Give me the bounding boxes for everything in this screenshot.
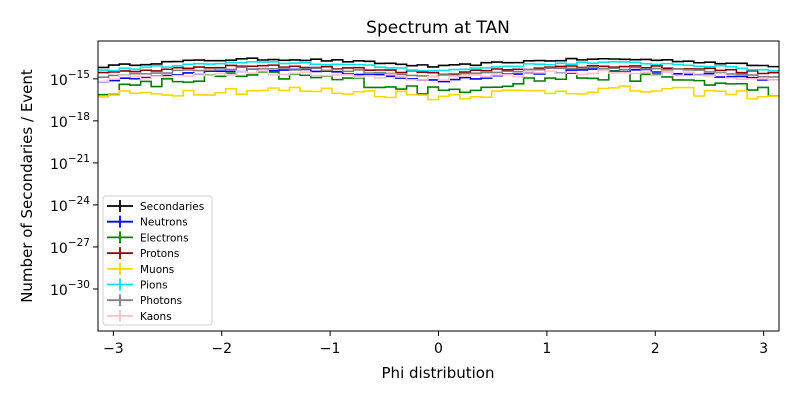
y-tick-label: 10−18: [50, 111, 90, 131]
y-axis-label: Number of Secondaries / Event: [18, 69, 36, 303]
x-axis-label: Phi distribution: [382, 364, 495, 382]
x-tick-label: 3: [759, 341, 768, 357]
y-tick-exponent: −24: [68, 195, 90, 207]
chart-title: Spectrum at TAN: [366, 18, 510, 38]
y-tick-base: 10: [50, 199, 68, 215]
legend-item-electrons: Electrons: [107, 231, 189, 244]
y-tick-base: 10: [50, 157, 68, 173]
y-tick-label: 10−21: [50, 153, 90, 173]
y-tick-exponent: −15: [68, 69, 90, 81]
series-secondaries-line: [98, 57, 779, 69]
series-pions-line: [98, 60, 779, 72]
x-tick-label: 0: [434, 341, 443, 357]
legend-label: Secondaries: [140, 201, 204, 213]
x-tick-label: 2: [651, 341, 660, 357]
legend-item-secondaries: Secondaries: [107, 200, 204, 213]
y-tick-label: 10−30: [50, 279, 90, 299]
y-tick-base: 10: [50, 283, 68, 299]
legend-label: Neutrons: [140, 217, 188, 229]
y-tick-base: 10: [50, 73, 68, 89]
y-tick-exponent: −30: [68, 279, 90, 291]
legend-item-protons: Protons: [107, 247, 179, 260]
series-muons-line: [98, 85, 779, 101]
legend-item-photons: Photons: [107, 294, 182, 307]
x-axis-ticks: −3 −2 −1 0 1 2 3: [103, 331, 768, 357]
legend-label: Kaons: [140, 311, 172, 323]
series-kaons-line: [98, 69, 779, 83]
legend-label: Protons: [140, 248, 179, 260]
y-tick-exponent: −21: [68, 153, 90, 165]
x-tick-label: −3: [103, 341, 124, 357]
y-tick-base: 10: [50, 241, 68, 257]
x-tick-label: −1: [320, 341, 341, 357]
plot-series: [98, 57, 779, 101]
legend-label: Photons: [140, 295, 182, 307]
legend-item-pions: Pions: [107, 278, 168, 292]
y-tick-label: 10−15: [50, 69, 90, 89]
legend: Secondaries Neutrons Electrons Protons Muons…: [102, 195, 213, 326]
y-tick-exponent: −18: [68, 111, 90, 123]
y-tick-label: 10−24: [50, 195, 90, 215]
y-tick-base: 10: [50, 115, 68, 131]
y-tick-exponent: −27: [68, 237, 90, 249]
legend-item-neutrons: Neutrons: [107, 215, 188, 229]
series-photons-line: [98, 66, 779, 78]
legend-label: Electrons: [140, 232, 189, 244]
x-tick-label: −2: [211, 341, 232, 357]
legend-item-kaons: Kaons: [107, 309, 172, 323]
legend-item-muons: Muons: [107, 262, 174, 276]
legend-box: [102, 195, 213, 326]
legend-label: Pions: [140, 280, 168, 292]
legend-label: Muons: [140, 264, 174, 276]
y-tick-label: 10−27: [50, 237, 90, 257]
x-tick-label: 1: [542, 341, 551, 357]
